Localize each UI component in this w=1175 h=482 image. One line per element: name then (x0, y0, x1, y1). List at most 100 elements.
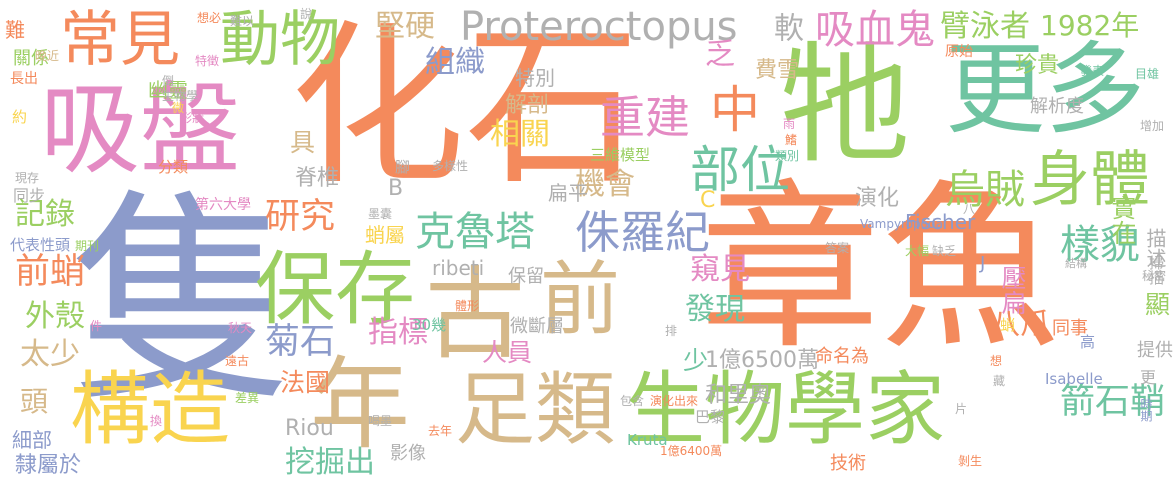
word-cloud-term: 相關 (490, 117, 550, 152)
word-cloud-term: 1億6400萬 (660, 444, 723, 458)
word-cloud-term: 動物 (220, 5, 340, 75)
word-cloud-term: 乏 (705, 37, 735, 72)
word-cloud-term: 微 (172, 101, 185, 115)
word-cloud-term: 侏羅紀 (575, 206, 711, 259)
word-cloud-term: C (700, 188, 716, 213)
word-cloud-term: 大幅 (905, 244, 930, 258)
word-cloud-term: 30幾 (412, 316, 447, 334)
word-cloud-term: 件 (90, 319, 103, 333)
word-cloud-term: Isabelle (1045, 370, 1103, 388)
word-cloud-term: 倒 (162, 74, 175, 88)
word-cloud-term: 同事 (1052, 318, 1088, 339)
word-cloud-term: 藏 (993, 374, 1006, 388)
word-cloud-term: 前 (540, 253, 620, 346)
word-cloud-term: 分類 (158, 158, 189, 176)
word-cloud-term: 約 (12, 108, 28, 126)
word-cloud-term: 影像 (390, 443, 426, 464)
word-cloud-term: 想必 (197, 11, 222, 25)
word-cloud-term: 墨囊 (368, 207, 393, 221)
word-cloud-term: 挖掘出 (285, 445, 375, 480)
word-cloud-term: 三維模型 (590, 146, 651, 164)
word-cloud-term: 構造 (70, 363, 230, 456)
word-cloud-term: 長出 (10, 71, 38, 87)
word-cloud-term: 外殼 (25, 299, 85, 334)
word-cloud-term: 第六大學 (195, 197, 251, 213)
word-cloud-term: 巴黎 (695, 408, 726, 426)
word-cloud-term: 中 (710, 81, 760, 139)
word-cloud-term: 箭石鞘 (1060, 382, 1166, 422)
word-cloud-term: 微斷層 (510, 316, 564, 337)
word-cloud-term: 更多 (945, 31, 1145, 148)
word-cloud-term: 實在 (1108, 195, 1137, 245)
word-cloud-term: Riou (285, 416, 334, 441)
word-cloud-term: 足類 (455, 363, 615, 456)
word-cloud-term: 同步 (13, 186, 46, 205)
word-cloud-term: 顯 (1145, 290, 1171, 319)
word-cloud-term: 增加 (1140, 119, 1165, 133)
word-cloud-term: 保留 (508, 266, 544, 287)
word-cloud-term: 命名為 (815, 346, 869, 367)
word-cloud-term: 時期 (1139, 398, 1153, 422)
word-cloud-term: 目雄 (1135, 67, 1160, 81)
word-cloud-term: 記錄 (15, 197, 75, 232)
word-cloud-term: 部位 (690, 141, 790, 199)
word-cloud-term: 章魚 (700, 165, 1061, 374)
word-cloud-term: 換 (150, 414, 163, 428)
word-cloud-term: 1億6500萬 (705, 348, 819, 373)
word-cloud-term: 指標 (368, 315, 428, 350)
word-cloud-term: 缺乏 (932, 244, 957, 258)
word-cloud-term: 難 (5, 18, 25, 42)
word-cloud-term: 重建 (600, 91, 691, 144)
word-cloud-term: 機會 (575, 167, 635, 202)
word-cloud-term: 演化 (855, 186, 900, 211)
word-cloud-term: 發現 (685, 292, 745, 327)
word-cloud-term: 提供 (1137, 340, 1173, 361)
word-cloud-term: 結構 (1065, 257, 1087, 270)
word-cloud-term: 研究 (265, 197, 336, 237)
word-cloud-term: 頭 (20, 385, 49, 418)
word-cloud-term: 答案 (825, 241, 850, 255)
word-cloud-term: 烏賊 (945, 167, 1025, 213)
word-cloud-term: 身體 (1030, 145, 1150, 215)
word-cloud-term: 體形 (455, 299, 480, 313)
word-cloud-term: 類別 (775, 149, 800, 163)
word-cloud-term: 人員 (482, 338, 533, 367)
word-cloud-term: 太少 (20, 337, 80, 372)
word-cloud-term: 生物學 (162, 89, 199, 103)
word-cloud-term: 鰭 (785, 133, 798, 147)
word-cloud-term: 片 (955, 402, 968, 416)
word-cloud-term: 技術 (830, 453, 866, 474)
word-cloud-term: Proteroctopus (460, 4, 738, 50)
word-cloud-term: 樣貌 (1060, 222, 1140, 268)
word-cloud-term: 遠古 (225, 354, 250, 368)
word-cloud-term: 關係 (13, 48, 49, 69)
word-cloud-term: 吸盤 (40, 71, 240, 188)
word-cloud-term: 牠 (780, 29, 911, 181)
word-cloud-term: 年 (310, 346, 410, 463)
word-cloud-term: 生物學家 (625, 363, 945, 456)
word-cloud-term: 高 (1080, 333, 1096, 351)
word-cloud-term: 蛸屬 (365, 223, 405, 247)
word-cloud-term: 具 (290, 128, 316, 157)
word-cloud-term: 掃描 (1147, 255, 1165, 285)
word-cloud-term: ribeti (432, 256, 485, 280)
word-cloud-term: 保存 (255, 243, 415, 336)
word-cloud-term: Fischer (905, 210, 976, 234)
word-cloud-term: 原始 (945, 44, 973, 60)
word-cloud-term: 細部 (12, 428, 52, 452)
word-cloud-term: 喝墨 (368, 414, 393, 428)
word-cloud-term: 珍貴 (1015, 53, 1060, 78)
word-cloud-term: 解剖 (505, 93, 550, 118)
word-cloud-term: 隸屬於 (15, 453, 82, 478)
word-cloud-term: 解析度 (1030, 96, 1084, 117)
word-cloud-term: 和里奧 (705, 383, 772, 408)
word-cloud-term: 扁平 (548, 181, 588, 205)
word-cloud-term: 脊椎 (295, 166, 340, 191)
word-cloud-term: 克魯塔 (415, 209, 535, 255)
word-cloud-term: 費雪 (755, 58, 800, 83)
word-cloud-term: 秋天 (228, 321, 253, 335)
word-cloud-term: 腳 (395, 158, 411, 176)
word-cloud-term: 化石 (290, 6, 640, 209)
word-cloud-term: 代表性頭 (10, 236, 71, 254)
